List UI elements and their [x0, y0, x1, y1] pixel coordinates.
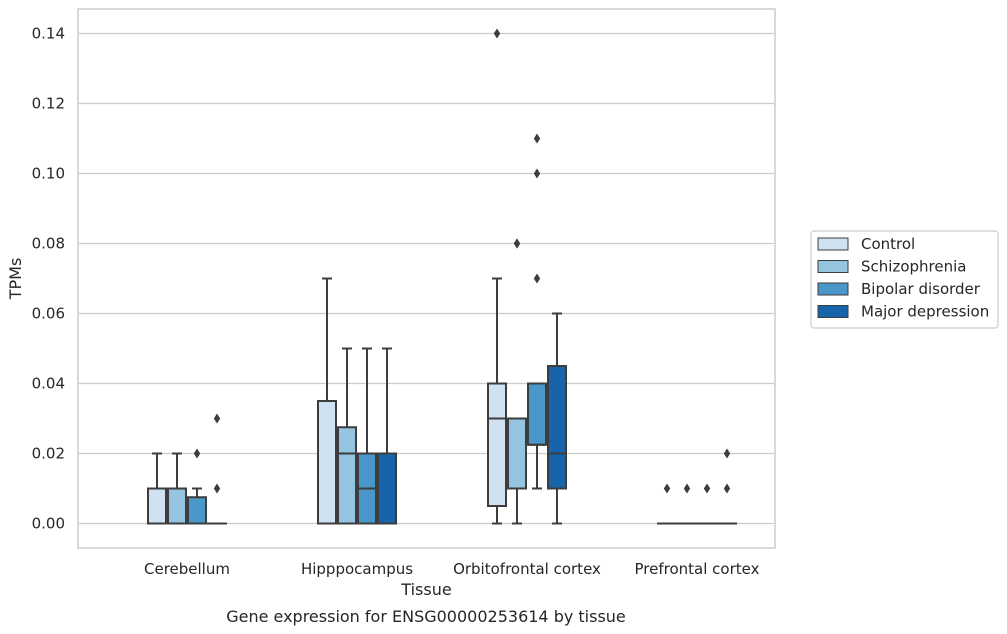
box-bipolar-disorder	[187, 448, 207, 525]
plot-frame	[77, 8, 776, 549]
y-tick-label: 0.12	[32, 95, 65, 113]
box-control	[657, 483, 677, 525]
box-schizophrenia	[167, 452, 187, 525]
chart-caption: Gene expression for ENSG00000253614 by t…	[226, 607, 626, 626]
gridlines	[78, 32, 775, 525]
x-tick-label: Prefrontal cortex	[635, 560, 760, 578]
box-major-depression	[207, 413, 227, 525]
x-axis-label: Tissue	[400, 580, 451, 599]
x-tick-label: Orbitofrontal cortex	[453, 560, 601, 578]
x-tick-label: Cerebellum	[144, 560, 230, 578]
box-body	[317, 400, 337, 525]
outlier-point	[723, 483, 731, 494]
y-tick-label: 0.06	[32, 305, 65, 323]
box-body	[547, 365, 567, 490]
box-control	[317, 277, 337, 525]
box-bipolar-disorder	[697, 483, 717, 525]
y-tick-label: 0.10	[32, 165, 65, 183]
y-tick-label: 0.04	[32, 375, 65, 393]
y-axis-ticks: 0.00 0.02 0.04 0.06 0.08 0.10 0.12 0.14	[32, 25, 65, 533]
legend-label: Major depression	[861, 303, 989, 321]
legend-label: Bipolar disorder	[861, 280, 981, 298]
legend-frame	[810, 230, 999, 329]
box-schizophrenia	[337, 347, 357, 525]
outlier-point	[723, 448, 731, 459]
outlier-point	[533, 168, 541, 179]
box-body	[187, 496, 207, 525]
box-schizophrenia	[507, 238, 527, 525]
outlier-point	[683, 483, 691, 494]
box-major-depression	[377, 347, 397, 525]
box-body	[337, 426, 357, 525]
box-control	[147, 452, 167, 525]
legend-swatch	[817, 260, 849, 273]
box-bipolar-disorder	[357, 347, 377, 525]
box-body	[507, 417, 527, 490]
box-body	[487, 382, 507, 507]
outlier-point	[213, 413, 221, 424]
y-tick-label: 0.00	[32, 515, 65, 533]
legend-swatch	[817, 237, 849, 251]
outlier-point	[533, 273, 541, 284]
legend-swatch	[817, 282, 849, 296]
box-major-depression	[547, 312, 567, 525]
box-control	[487, 28, 507, 525]
outlier-point	[493, 28, 501, 39]
outlier-point	[213, 483, 221, 494]
y-tick-label: 0.08	[32, 235, 65, 253]
box-bipolar-disorder	[527, 133, 547, 490]
legend: Control Schizophrenia Bipolar disorder Majo…	[810, 230, 999, 329]
legend-swatch	[817, 305, 849, 318]
box-series	[147, 28, 737, 525]
box-body	[147, 487, 167, 525]
box-body	[527, 382, 547, 446]
outlier-point	[513, 238, 521, 249]
outlier-point	[663, 483, 671, 494]
y-axis-label: TPMs	[6, 258, 25, 301]
y-tick-label: 0.02	[32, 445, 65, 463]
box-schizophrenia	[677, 483, 697, 525]
box-major-depression	[717, 448, 737, 525]
outlier-point	[193, 448, 201, 459]
outlier-point	[533, 133, 541, 144]
legend-label: Control	[861, 235, 915, 253]
y-tick-label: 0.14	[32, 25, 65, 43]
x-axis-ticks: Cerebellum Hipppocampus Orbitofrontal cort…	[144, 560, 760, 578]
x-tick-label: Hipppocampus	[301, 560, 413, 578]
outlier-point	[703, 483, 711, 494]
box-body	[377, 452, 397, 525]
box-body	[167, 487, 187, 525]
legend-label: Schizophrenia	[861, 258, 966, 276]
